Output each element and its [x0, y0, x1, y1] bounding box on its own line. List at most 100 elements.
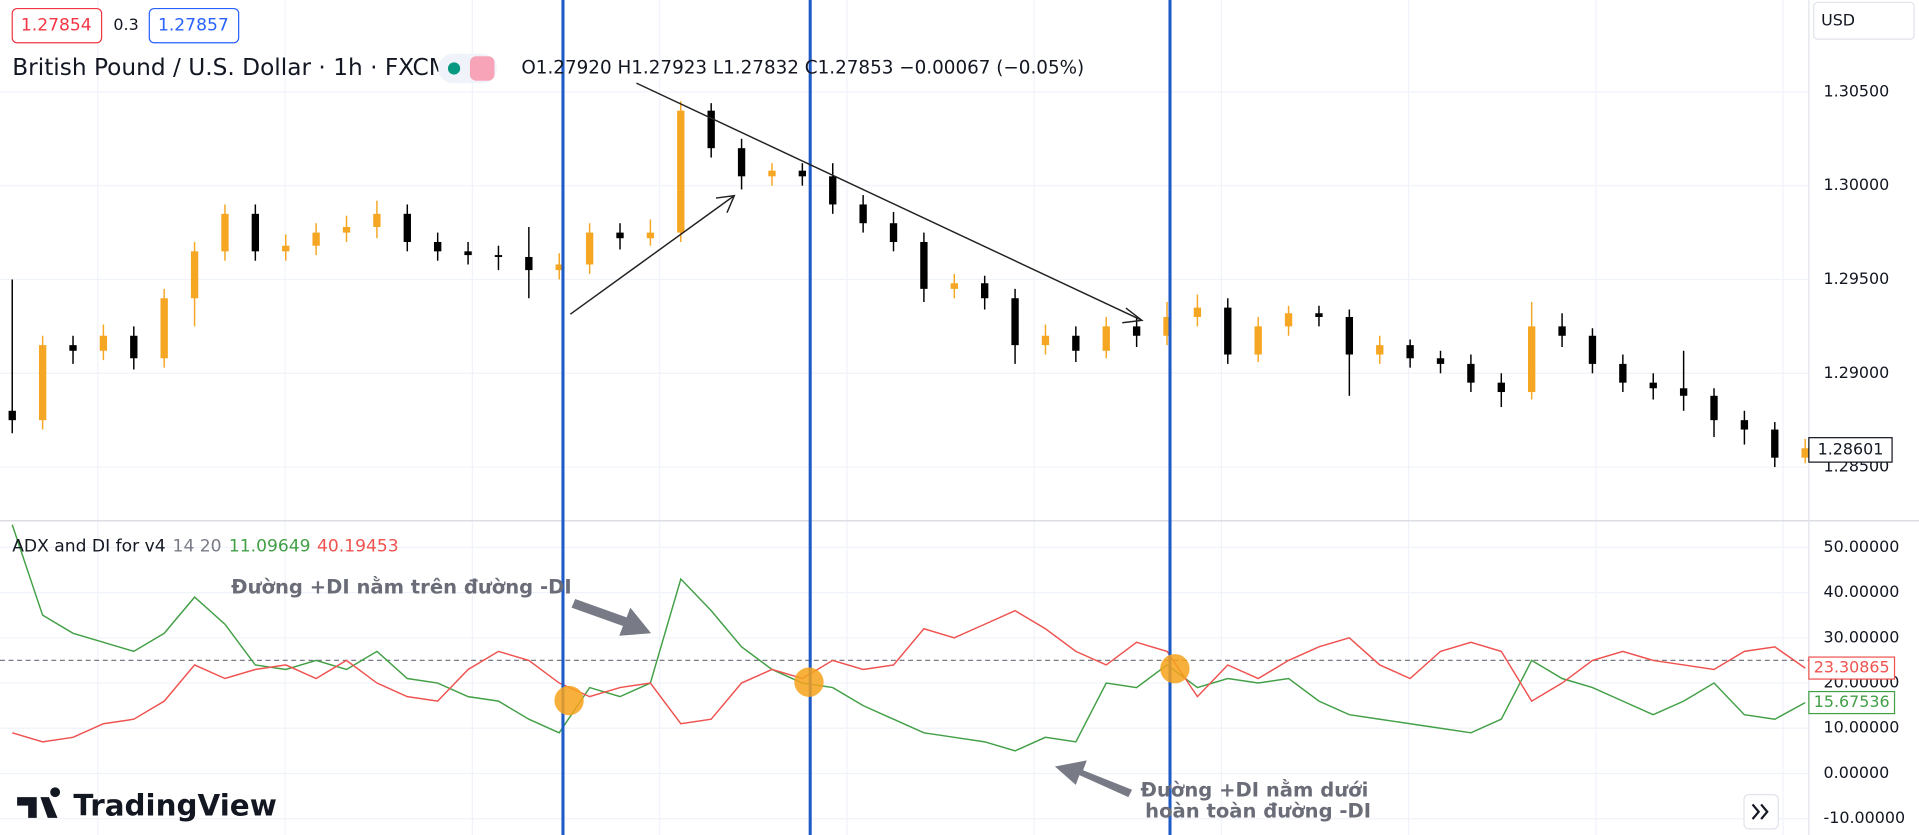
candle-body	[1376, 345, 1384, 355]
scroll-button[interactable]	[1743, 794, 1779, 830]
y-tick-label: 1.30500	[1824, 81, 1890, 100]
callout-arrow	[571, 599, 652, 636]
candle-body	[737, 148, 746, 177]
candle-body	[1011, 298, 1019, 346]
candle-body	[1406, 345, 1414, 359]
candle-body	[1345, 317, 1354, 355]
spread: 0.3	[113, 15, 138, 34]
scroll-icon	[1751, 803, 1769, 820]
candle-body	[373, 213, 381, 227]
candle-body	[920, 241, 928, 289]
candle-body	[251, 213, 260, 252]
y-tick-label: 1.30000	[1824, 175, 1890, 194]
candle-body	[282, 245, 290, 252]
y-tick-label: -10.00000	[1824, 808, 1906, 827]
value-tag	[1808, 690, 1896, 715]
candle-body	[677, 110, 685, 233]
value-tag-label: 15.67536	[1814, 692, 1890, 711]
candle-body	[1497, 382, 1505, 393]
candle-body	[1649, 382, 1657, 389]
candle-body	[646, 232, 655, 239]
di-line	[12, 609, 1806, 743]
indicator-title: ADX and DI for v4	[12, 536, 165, 556]
ask-box[interactable]	[148, 7, 240, 44]
candle-body	[707, 110, 715, 149]
candle-body	[464, 251, 472, 256]
value-tag	[1808, 656, 1896, 680]
di-line	[11, 524, 1806, 752]
candle-body	[1588, 335, 1597, 364]
cross-marker	[554, 685, 584, 716]
y-tick-label: 30.00000	[1824, 627, 1900, 646]
currency-button[interactable]	[1813, 1, 1915, 40]
trend-line	[636, 82, 1143, 321]
candle-body	[312, 232, 320, 246]
ask-price: 1.27857	[158, 16, 229, 36]
candle-body	[525, 256, 533, 271]
candle-body	[1284, 313, 1293, 327]
y-tick-label: 10.00000	[1824, 718, 1900, 737]
candle-body	[1102, 326, 1110, 351]
candle-body	[1740, 420, 1749, 430]
candle-body	[950, 283, 958, 289]
y-tick-label: 50.00000	[1824, 537, 1900, 556]
ohlc: O1.27920 H1.27923 L1.27832 C1.27853 −0.0…	[521, 57, 1084, 78]
candle-body	[99, 335, 108, 351]
candle-body	[1163, 317, 1171, 336]
candle-body	[1710, 395, 1718, 421]
candle-body	[585, 232, 594, 265]
cross-marker	[794, 667, 824, 697]
candle-body	[160, 298, 168, 359]
y-tick-label: 0.00000	[1824, 763, 1890, 782]
candle-body	[69, 345, 77, 351]
candle-body	[1679, 388, 1688, 396]
indicator-value: 11.09649	[229, 536, 311, 556]
drawings: Đường +DI nằm trên đường -DI Đường +DI n…	[231, 0, 1371, 835]
candle-body	[38, 345, 47, 421]
candle-body	[1254, 326, 1262, 355]
marks: 15.67536 23.30865	[0, 101, 1896, 752]
value-tag-label: 23.30865	[1814, 658, 1890, 677]
candle-body	[190, 251, 199, 299]
y-tick-label: 40.00000	[1824, 582, 1900, 601]
currency: USD	[1821, 10, 1855, 29]
logo: TradingView	[17, 787, 277, 822]
candle-body	[1041, 335, 1050, 346]
candle-body	[221, 213, 229, 252]
logo-icon	[17, 787, 61, 818]
y-tick-label: 1.29000	[1824, 363, 1890, 382]
candle-body	[1771, 429, 1779, 458]
candle-body	[342, 226, 351, 233]
candle-body	[981, 283, 989, 299]
candle-body	[403, 213, 411, 242]
cross-marker	[1160, 654, 1190, 684]
bid-box[interactable]	[11, 7, 103, 44]
annotation: hoàn toàn đường -DI	[1145, 799, 1371, 822]
indicator-params: 14 20	[173, 536, 222, 556]
annotation: Đường +DI nằm trên đường -DI	[231, 576, 571, 599]
candle-body	[1558, 326, 1566, 336]
arrow-head	[1122, 307, 1144, 324]
candle-body	[1528, 326, 1536, 393]
status-icon	[469, 56, 495, 81]
bid-price: 1.27854	[21, 16, 92, 36]
callout-arrow	[1054, 760, 1133, 798]
candle-body	[130, 335, 138, 359]
candle-body	[798, 170, 807, 177]
candle-body	[1436, 358, 1445, 364]
logo-text: TradingView	[73, 788, 276, 822]
candle-body	[1315, 313, 1323, 318]
y-tick-label: 1.29500	[1824, 269, 1890, 288]
candle-body	[616, 232, 624, 239]
candle-body	[768, 170, 776, 177]
annotation: Đường +DI nằm dưới	[1141, 778, 1369, 801]
candle-body	[1193, 307, 1202, 318]
last-price-tag	[1808, 437, 1893, 463]
candle-body	[889, 223, 898, 242]
candle-body	[1467, 363, 1475, 383]
candle-body	[434, 241, 442, 252]
